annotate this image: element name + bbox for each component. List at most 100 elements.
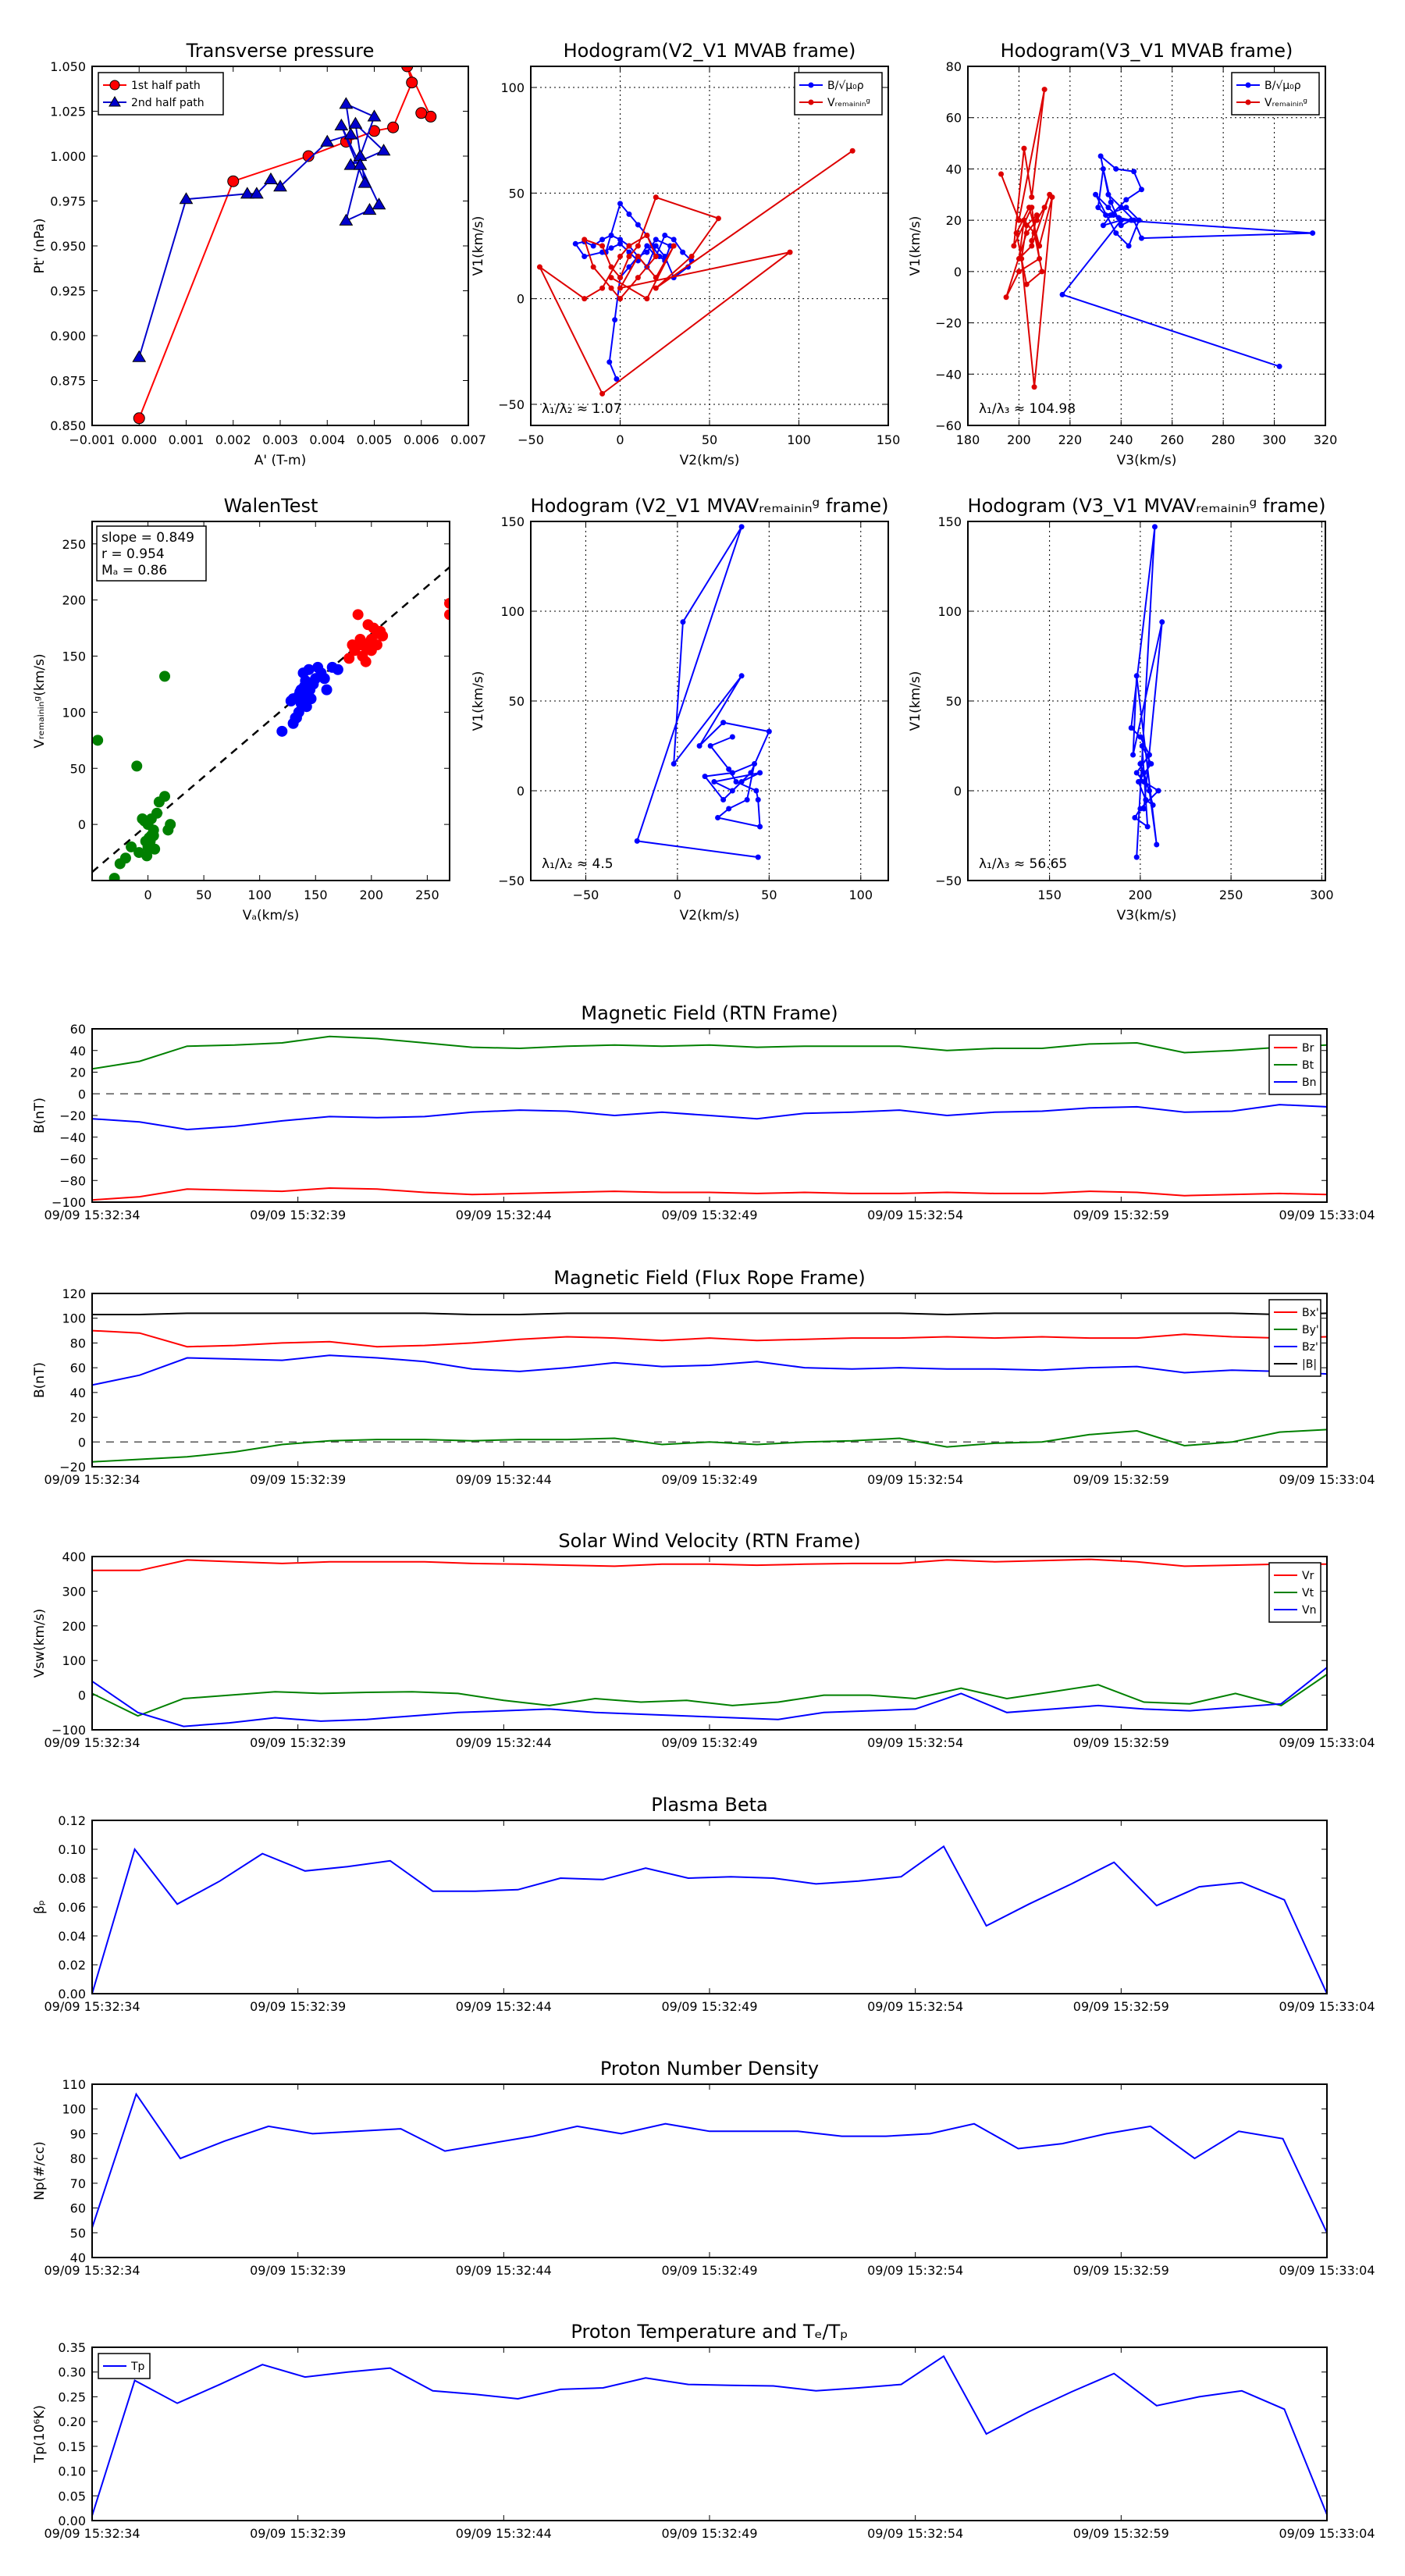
x-tick-label: 150 xyxy=(877,432,901,447)
data-point xyxy=(738,524,745,530)
series-line xyxy=(92,2354,1327,2517)
data-point xyxy=(626,211,632,217)
data-point xyxy=(757,824,763,830)
data-point xyxy=(318,673,330,685)
data-point xyxy=(707,743,713,749)
data-point xyxy=(1113,230,1119,237)
y-tick-label: −100 xyxy=(52,1723,86,1738)
annotation: r = 0.954 xyxy=(101,546,165,562)
data-point xyxy=(321,684,333,696)
transverse-pressure-panel: Transverse pressure −0.001 0.000 0.001 0.002… xyxy=(32,40,486,468)
chart-title: Hodogram(V2_V1 MVAB frame) xyxy=(564,40,856,62)
data-point xyxy=(599,285,606,291)
x-tick-label: 0.004 xyxy=(309,432,345,447)
legend-marker xyxy=(808,99,814,105)
data-point xyxy=(1123,205,1129,211)
y-tick-label: 0 xyxy=(954,784,962,799)
data-point xyxy=(126,841,137,852)
x-tick-label: 09/09 15:32:44 xyxy=(456,1999,552,2014)
y-tick-label: 50 xyxy=(946,694,962,709)
x-tick-label: 09/09 15:33:04 xyxy=(1279,1472,1375,1487)
x-tick-label: 09/09 15:32:44 xyxy=(456,2526,552,2541)
data-point xyxy=(264,172,278,184)
data-point xyxy=(635,243,641,249)
data-point xyxy=(1128,725,1134,731)
plot-frame xyxy=(91,2347,1328,2521)
data-point xyxy=(582,254,588,260)
data-point xyxy=(1023,230,1030,237)
x-tick-label: 50 xyxy=(702,432,717,447)
legend-label: Vr xyxy=(1302,1570,1314,1582)
data-point xyxy=(1105,191,1112,197)
x-tick-label: 200 xyxy=(360,888,384,902)
x-tick-label: 09/09 15:32:49 xyxy=(661,1999,757,2014)
data-point xyxy=(92,735,104,746)
data-point xyxy=(290,712,302,724)
x-tick-label: 150 xyxy=(304,888,328,902)
x-tick-label: 09/09 15:32:34 xyxy=(44,2263,140,2278)
plot-frame xyxy=(91,66,469,426)
data-point xyxy=(362,619,374,631)
chart-title: WalenTest xyxy=(224,495,318,517)
data-point xyxy=(617,201,623,207)
legend-marker xyxy=(1245,82,1251,88)
y-axis-label: Pt' (nPa) xyxy=(32,219,48,274)
data-point xyxy=(343,127,358,140)
x-tick-label: 180 xyxy=(956,432,980,447)
data-point xyxy=(753,788,759,794)
data-point xyxy=(132,350,147,362)
legend-label: B/√μ₀ρ xyxy=(827,80,864,92)
data-point xyxy=(711,779,717,785)
data-point xyxy=(787,249,793,255)
data-point xyxy=(371,639,382,651)
data-point xyxy=(1141,806,1147,812)
x-tick-label: 09/09 15:32:54 xyxy=(867,2526,963,2541)
x-tick-label: 220 xyxy=(1058,432,1083,447)
y-tick-label: 0.15 xyxy=(58,2439,86,2454)
x-tick-label: 09/09 15:33:04 xyxy=(1279,2526,1375,2541)
data-point xyxy=(582,237,588,243)
data-point xyxy=(1143,797,1149,802)
data-point xyxy=(1118,205,1124,211)
data-point xyxy=(626,249,632,255)
data-point xyxy=(644,296,650,302)
legend-marker xyxy=(108,96,121,107)
data-point xyxy=(738,779,745,785)
y-tick-label: 0.975 xyxy=(50,194,86,209)
data-point xyxy=(367,109,382,122)
legend-label: Vᵣₑₘₐᵢₙᵢₙᵍ xyxy=(1264,97,1307,109)
data-point xyxy=(1133,673,1140,679)
data-point xyxy=(1123,197,1129,203)
y-axis-label: Tp(10⁶K) xyxy=(32,2405,48,2464)
data-point xyxy=(599,237,606,243)
walen-test-panel: WalenTest 0 50 100 150 200 250 0 50 100 150 200 250 V… xyxy=(32,495,450,923)
y-tick-label: 0.35 xyxy=(58,2340,86,2355)
data-point xyxy=(1033,212,1040,219)
legend-label: 1st half path xyxy=(131,80,201,92)
legend-box xyxy=(1231,72,1320,116)
data-point xyxy=(1031,230,1037,237)
data-point xyxy=(720,720,727,726)
data-point xyxy=(748,770,754,776)
series-line xyxy=(92,1845,1327,1994)
data-point xyxy=(343,653,355,664)
data-point xyxy=(617,285,623,291)
data-point xyxy=(1037,255,1043,262)
legend-marker xyxy=(109,80,120,91)
data-point xyxy=(1049,194,1055,201)
proton-temperature-panel: Proton Temperature and Tₑ/Tₚ 09/09 15:32:… xyxy=(32,2321,1375,2541)
x-tick-label: 300 xyxy=(1310,888,1334,902)
x-tick-label: 150 xyxy=(1037,888,1062,902)
y-tick-label: 100 xyxy=(62,1653,86,1668)
data-point xyxy=(617,275,623,281)
data-point xyxy=(634,838,640,844)
y-tick-label: 80 xyxy=(946,59,962,74)
y-tick-label: −60 xyxy=(59,1152,86,1167)
data-point xyxy=(729,734,735,740)
plot-area xyxy=(1128,524,1165,860)
y-tick-label: 0 xyxy=(517,292,525,307)
data-point xyxy=(766,728,772,735)
y-tick-label: −60 xyxy=(935,418,962,433)
data-point xyxy=(644,249,650,255)
